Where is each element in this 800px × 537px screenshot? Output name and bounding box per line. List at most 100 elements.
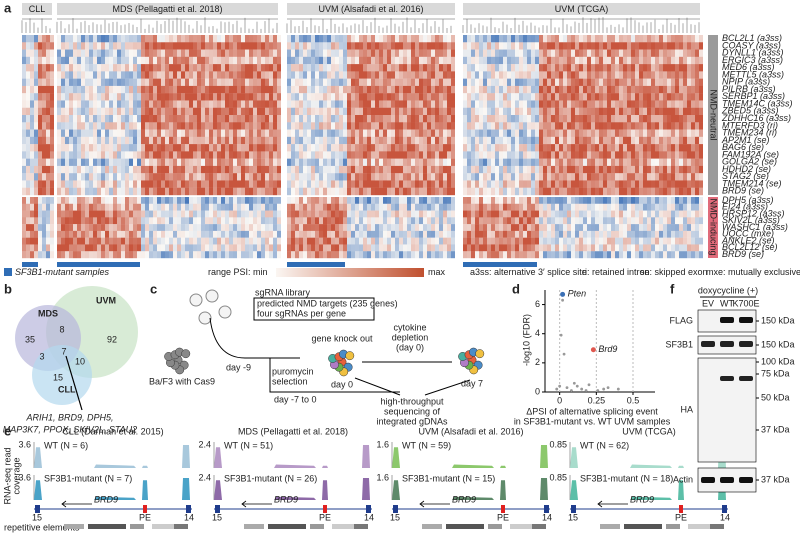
heatmap-cell	[359, 85, 363, 94]
heatmap-cell	[447, 151, 451, 159]
heatmap-cell	[463, 71, 467, 79]
heatmap-cell	[177, 64, 181, 72]
heatmap-cell	[431, 42, 435, 50]
heatmap-cell	[153, 35, 157, 43]
heatmap-cell	[26, 158, 30, 167]
heatmap-cell	[351, 136, 355, 145]
heatmap-cell	[591, 49, 595, 58]
heatmap-cell	[607, 49, 611, 58]
heatmap-cell	[197, 71, 201, 79]
heatmap-cell	[253, 122, 257, 130]
heatmap-cell	[379, 224, 383, 232]
heatmap-cell	[639, 136, 643, 145]
heatmap-cell	[129, 49, 133, 58]
heatmap-cell	[137, 56, 141, 65]
heatmap-cell	[93, 173, 97, 181]
heatmap-cell	[527, 71, 531, 79]
heatmap-cell	[435, 210, 439, 218]
heatmap-cell	[73, 217, 77, 225]
heatmap-cell	[539, 35, 543, 43]
heatmap-cell	[347, 180, 351, 188]
heatmap-cell	[655, 224, 659, 232]
heatmap-cell	[439, 187, 443, 196]
heatmap-cell	[233, 224, 237, 232]
heatmap-cell	[403, 71, 407, 79]
heatmap-cell	[217, 107, 221, 116]
heatmap-cell	[22, 224, 26, 232]
heatmap-cell	[599, 197, 603, 204]
heatmap-cell	[26, 100, 30, 108]
heatmap-cell	[221, 180, 225, 188]
heatmap-cell	[315, 100, 319, 108]
heatmap-cell	[523, 187, 527, 196]
heatmap-cell	[93, 93, 97, 101]
heatmap-cell	[567, 203, 571, 211]
heatmap-cell	[137, 230, 141, 238]
heatmap-cell	[109, 56, 113, 65]
heatmap-cell	[201, 49, 205, 58]
heatmap-cell	[315, 158, 319, 167]
heatmap-cell	[229, 151, 233, 159]
heatmap-cell	[395, 203, 399, 211]
heatmap-cell	[379, 158, 383, 167]
heatmap-cell	[627, 122, 631, 130]
heatmap-cell	[38, 115, 42, 123]
heatmap-cell	[205, 180, 209, 188]
heatmap-cell	[339, 49, 343, 58]
heatmap-cell	[97, 197, 101, 204]
heatmap-cell	[81, 56, 85, 65]
heatmap-cell	[339, 197, 343, 204]
heatmap-cell	[615, 56, 619, 65]
heatmap-cell	[651, 56, 655, 65]
heatmap-cell	[471, 251, 475, 259]
heatmap-cell	[57, 129, 61, 138]
heatmap-cell	[507, 115, 511, 123]
heatmap-cell	[375, 78, 379, 87]
heatmap-cell	[137, 173, 141, 181]
heatmap-cell	[407, 251, 411, 259]
heatmap-cell	[535, 165, 539, 174]
heatmap-cell	[109, 64, 113, 72]
heatmap-cell	[165, 237, 169, 245]
heatmap-cell	[431, 165, 435, 174]
heatmap-cell	[431, 35, 435, 43]
heatmap-cell	[261, 93, 265, 101]
heatmap-cell	[439, 173, 443, 181]
heatmap-cell	[575, 237, 579, 245]
heatmap-cell	[551, 244, 555, 252]
heatmap-cell	[547, 56, 551, 65]
heatmap-cell	[89, 151, 93, 159]
heatmap-cell	[403, 230, 407, 238]
heatmap-cell	[447, 237, 451, 245]
heatmap-cell	[69, 210, 73, 218]
heatmap-cell	[571, 203, 575, 211]
heatmap-cell	[347, 244, 351, 252]
heatmap-cell	[539, 129, 543, 138]
heatmap-cell	[129, 107, 133, 116]
heatmap-cell	[631, 173, 635, 181]
heatmap-cell	[303, 93, 307, 101]
heatmap-cell	[185, 197, 189, 204]
heatmap-cell	[623, 180, 627, 188]
heatmap-cell	[387, 49, 391, 58]
heatmap-cell	[451, 85, 455, 94]
heatmap-cell	[343, 49, 347, 58]
heatmap-cell	[245, 144, 249, 152]
heatmap-cell	[547, 49, 551, 58]
heatmap-cell	[443, 251, 447, 259]
heatmap-cell	[181, 151, 185, 159]
heatmap-cell	[391, 56, 395, 65]
heatmap-cell	[535, 210, 539, 218]
heatmap-cell	[371, 158, 375, 167]
heatmap-cell	[555, 42, 559, 50]
heatmap-cell	[343, 144, 347, 152]
heatmap-cell	[415, 78, 419, 87]
heatmap-cell	[50, 151, 54, 159]
heatmap-cell	[295, 197, 299, 204]
heatmap-cell	[149, 129, 153, 138]
heatmap-cell	[185, 71, 189, 79]
heatmap-cell	[253, 151, 257, 159]
heatmap-cell	[189, 203, 193, 211]
heatmap-cell	[249, 251, 253, 259]
heatmap-cell	[507, 151, 511, 159]
